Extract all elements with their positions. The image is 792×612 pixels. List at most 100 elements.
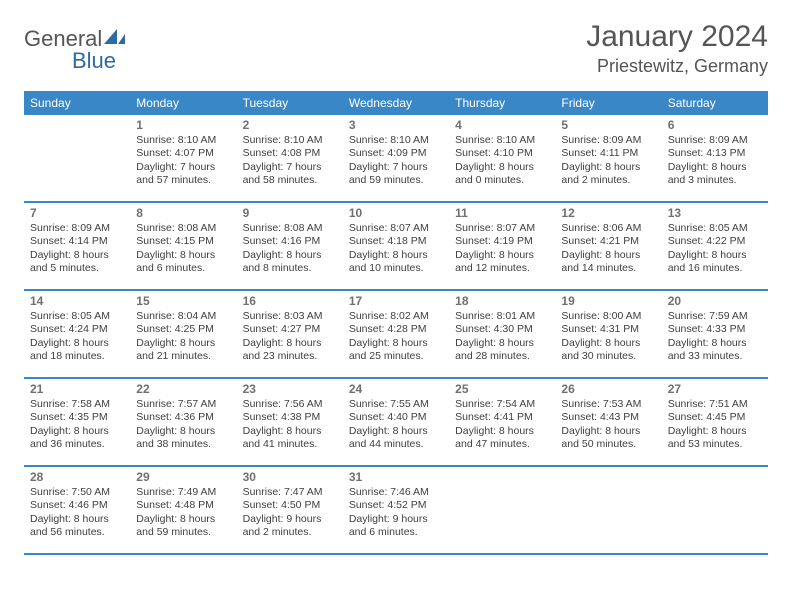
day-cell: 29 Sunrise: 7:49 AMSunset: 4:48 PMDayligh… — [130, 467, 236, 553]
day-info: Sunrise: 8:01 AMSunset: 4:30 PMDaylight:… — [455, 310, 549, 364]
day-number: 27 — [668, 382, 762, 396]
day-number: 23 — [243, 382, 337, 396]
day-info: Sunrise: 7:49 AMSunset: 4:48 PMDaylight:… — [136, 486, 230, 540]
weekday-label: Tuesday — [237, 91, 343, 115]
day-cell: 8 Sunrise: 8:08 AMSunset: 4:15 PMDaylight… — [130, 203, 236, 289]
day-info: Sunrise: 7:50 AMSunset: 4:46 PMDaylight:… — [30, 486, 124, 540]
day-cell: 26 Sunrise: 7:53 AMSunset: 4:43 PMDayligh… — [555, 379, 661, 465]
day-cell: 20 Sunrise: 7:59 AMSunset: 4:33 PMDayligh… — [662, 291, 768, 377]
day-cell: 1Sunrise: 8:10 AMSunset: 4:07 PMDaylight… — [130, 115, 236, 201]
header: GeneralBlue January 2024 Priestewitz, Ge… — [24, 20, 768, 77]
day-info: Sunrise: 7:57 AMSunset: 4:36 PMDaylight:… — [136, 398, 230, 452]
day-cell: 23 Sunrise: 7:56 AMSunset: 4:38 PMDayligh… — [237, 379, 343, 465]
calendar: SundayMondayTuesdayWednesdayThursdayFrid… — [24, 91, 768, 555]
day-cell: 14 Sunrise: 8:05 AMSunset: 4:24 PMDayligh… — [24, 291, 130, 377]
day-number: 24 — [349, 382, 443, 396]
day-info: Sunrise: 8:08 AMSunset: 4:15 PMDaylight:… — [136, 222, 230, 276]
weekday-label: Saturday — [662, 91, 768, 115]
day-number: 8 — [136, 206, 230, 220]
day-number: 5 — [561, 118, 655, 132]
day-info: Sunrise: 7:58 AMSunset: 4:35 PMDaylight:… — [30, 398, 124, 452]
day-info: Sunrise: 8:00 AMSunset: 4:31 PMDaylight:… — [561, 310, 655, 364]
day-number: 13 — [668, 206, 762, 220]
day-number: 26 — [561, 382, 655, 396]
day-cell: 11 Sunrise: 8:07 AMSunset: 4:19 PMDayligh… — [449, 203, 555, 289]
day-info: Sunrise: 8:10 AMSunset: 4:08 PMDaylight:… — [243, 134, 337, 188]
day-number: 29 — [136, 470, 230, 484]
day-info: Sunrise: 8:07 AMSunset: 4:19 PMDaylight:… — [455, 222, 549, 276]
month-title: January 2024 — [586, 20, 768, 54]
day-cell: 3 Sunrise: 8:10 AMSunset: 4:09 PMDaylight… — [343, 115, 449, 201]
day-info: Sunrise: 8:10 AMSunset: 4:09 PMDaylight:… — [349, 134, 443, 188]
day-number: 11 — [455, 206, 549, 220]
day-info: Sunrise: 7:56 AMSunset: 4:38 PMDaylight:… — [243, 398, 337, 452]
day-cell: 17Sunrise: 8:02 AMSunset: 4:28 PMDayligh… — [343, 291, 449, 377]
week-row: 1Sunrise: 8:10 AMSunset: 4:07 PMDaylight… — [24, 115, 768, 203]
day-info: Sunrise: 7:46 AMSunset: 4:52 PMDaylight:… — [349, 486, 443, 540]
day-cell: 27 Sunrise: 7:51 AMSunset: 4:45 PMDayligh… — [662, 379, 768, 465]
day-info: Sunrise: 7:53 AMSunset: 4:43 PMDaylight:… — [561, 398, 655, 452]
weekday-label: Wednesday — [343, 91, 449, 115]
week-row: 28 Sunrise: 7:50 AMSunset: 4:46 PMDayligh… — [24, 467, 768, 555]
day-cell: 22 Sunrise: 7:57 AMSunset: 4:36 PMDayligh… — [130, 379, 236, 465]
day-number: 2 — [243, 118, 337, 132]
day-cell — [662, 467, 768, 553]
day-cell: 21 Sunrise: 7:58 AMSunset: 4:35 PMDayligh… — [24, 379, 130, 465]
day-info: Sunrise: 7:51 AMSunset: 4:45 PMDaylight:… — [668, 398, 762, 452]
weekday-label: Sunday — [24, 91, 130, 115]
day-cell: 30 Sunrise: 7:47 AMSunset: 4:50 PMDayligh… — [237, 467, 343, 553]
day-number: 14 — [30, 294, 124, 308]
day-number: 3 — [349, 118, 443, 132]
logo: GeneralBlue — [24, 20, 126, 74]
week-row: 7 Sunrise: 8:09 AMSunset: 4:14 PMDaylight… — [24, 203, 768, 291]
day-number: 15 — [136, 294, 230, 308]
weekday-label: Thursday — [449, 91, 555, 115]
day-cell: 4 Sunrise: 8:10 AMSunset: 4:10 PMDaylight… — [449, 115, 555, 201]
day-cell: 5 Sunrise: 8:09 AMSunset: 4:11 PMDaylight… — [555, 115, 661, 201]
day-number: 30 — [243, 470, 337, 484]
day-info: Sunrise: 8:02 AMSunset: 4:28 PMDaylight:… — [349, 310, 443, 364]
day-number: 20 — [668, 294, 762, 308]
day-info: Sunrise: 8:09 AMSunset: 4:11 PMDaylight:… — [561, 134, 655, 188]
day-cell: 6Sunrise: 8:09 AMSunset: 4:13 PMDaylight… — [662, 115, 768, 201]
day-info: Sunrise: 7:54 AMSunset: 4:41 PMDaylight:… — [455, 398, 549, 452]
day-cell: 25 Sunrise: 7:54 AMSunset: 4:41 PMDayligh… — [449, 379, 555, 465]
day-info: Sunrise: 8:10 AMSunset: 4:10 PMDaylight:… — [455, 134, 549, 188]
week-row: 14 Sunrise: 8:05 AMSunset: 4:24 PMDayligh… — [24, 291, 768, 379]
title-block: January 2024 Priestewitz, Germany — [586, 20, 768, 77]
week-row: 21 Sunrise: 7:58 AMSunset: 4:35 PMDayligh… — [24, 379, 768, 467]
day-cell: 12Sunrise: 8:06 AMSunset: 4:21 PMDayligh… — [555, 203, 661, 289]
day-cell — [24, 115, 130, 201]
day-number: 16 — [243, 294, 337, 308]
weekday-header: SundayMondayTuesdayWednesdayThursdayFrid… — [24, 91, 768, 115]
day-info: Sunrise: 8:06 AMSunset: 4:21 PMDaylight:… — [561, 222, 655, 276]
day-info: Sunrise: 8:05 AMSunset: 4:22 PMDaylight:… — [668, 222, 762, 276]
day-number: 21 — [30, 382, 124, 396]
day-number: 4 — [455, 118, 549, 132]
day-number: 22 — [136, 382, 230, 396]
day-info: Sunrise: 7:59 AMSunset: 4:33 PMDaylight:… — [668, 310, 762, 364]
day-cell: 13 Sunrise: 8:05 AMSunset: 4:22 PMDayligh… — [662, 203, 768, 289]
day-cell: 24Sunrise: 7:55 AMSunset: 4:40 PMDayligh… — [343, 379, 449, 465]
day-number: 25 — [455, 382, 549, 396]
day-info: Sunrise: 8:09 AMSunset: 4:14 PMDaylight:… — [30, 222, 124, 276]
day-number: 1 — [136, 118, 230, 132]
day-info: Sunrise: 8:05 AMSunset: 4:24 PMDaylight:… — [30, 310, 124, 364]
day-number: 6 — [668, 118, 762, 132]
day-info: Sunrise: 7:47 AMSunset: 4:50 PMDaylight:… — [243, 486, 337, 540]
day-cell: 19 Sunrise: 8:00 AMSunset: 4:31 PMDayligh… — [555, 291, 661, 377]
day-number: 18 — [455, 294, 549, 308]
day-number: 19 — [561, 294, 655, 308]
day-info: Sunrise: 8:07 AMSunset: 4:18 PMDaylight:… — [349, 222, 443, 276]
day-number: 28 — [30, 470, 124, 484]
day-number: 7 — [30, 206, 124, 220]
day-number: 31 — [349, 470, 443, 484]
day-cell: 9Sunrise: 8:08 AMSunset: 4:16 PMDaylight… — [237, 203, 343, 289]
weeks: 1Sunrise: 8:10 AMSunset: 4:07 PMDaylight… — [24, 115, 768, 555]
day-cell: 28 Sunrise: 7:50 AMSunset: 4:46 PMDayligh… — [24, 467, 130, 553]
day-cell: 16Sunrise: 8:03 AMSunset: 4:27 PMDayligh… — [237, 291, 343, 377]
day-cell: 10 Sunrise: 8:07 AMSunset: 4:18 PMDayligh… — [343, 203, 449, 289]
day-cell: 15Sunrise: 8:04 AMSunset: 4:25 PMDayligh… — [130, 291, 236, 377]
day-number: 10 — [349, 206, 443, 220]
day-cell — [449, 467, 555, 553]
